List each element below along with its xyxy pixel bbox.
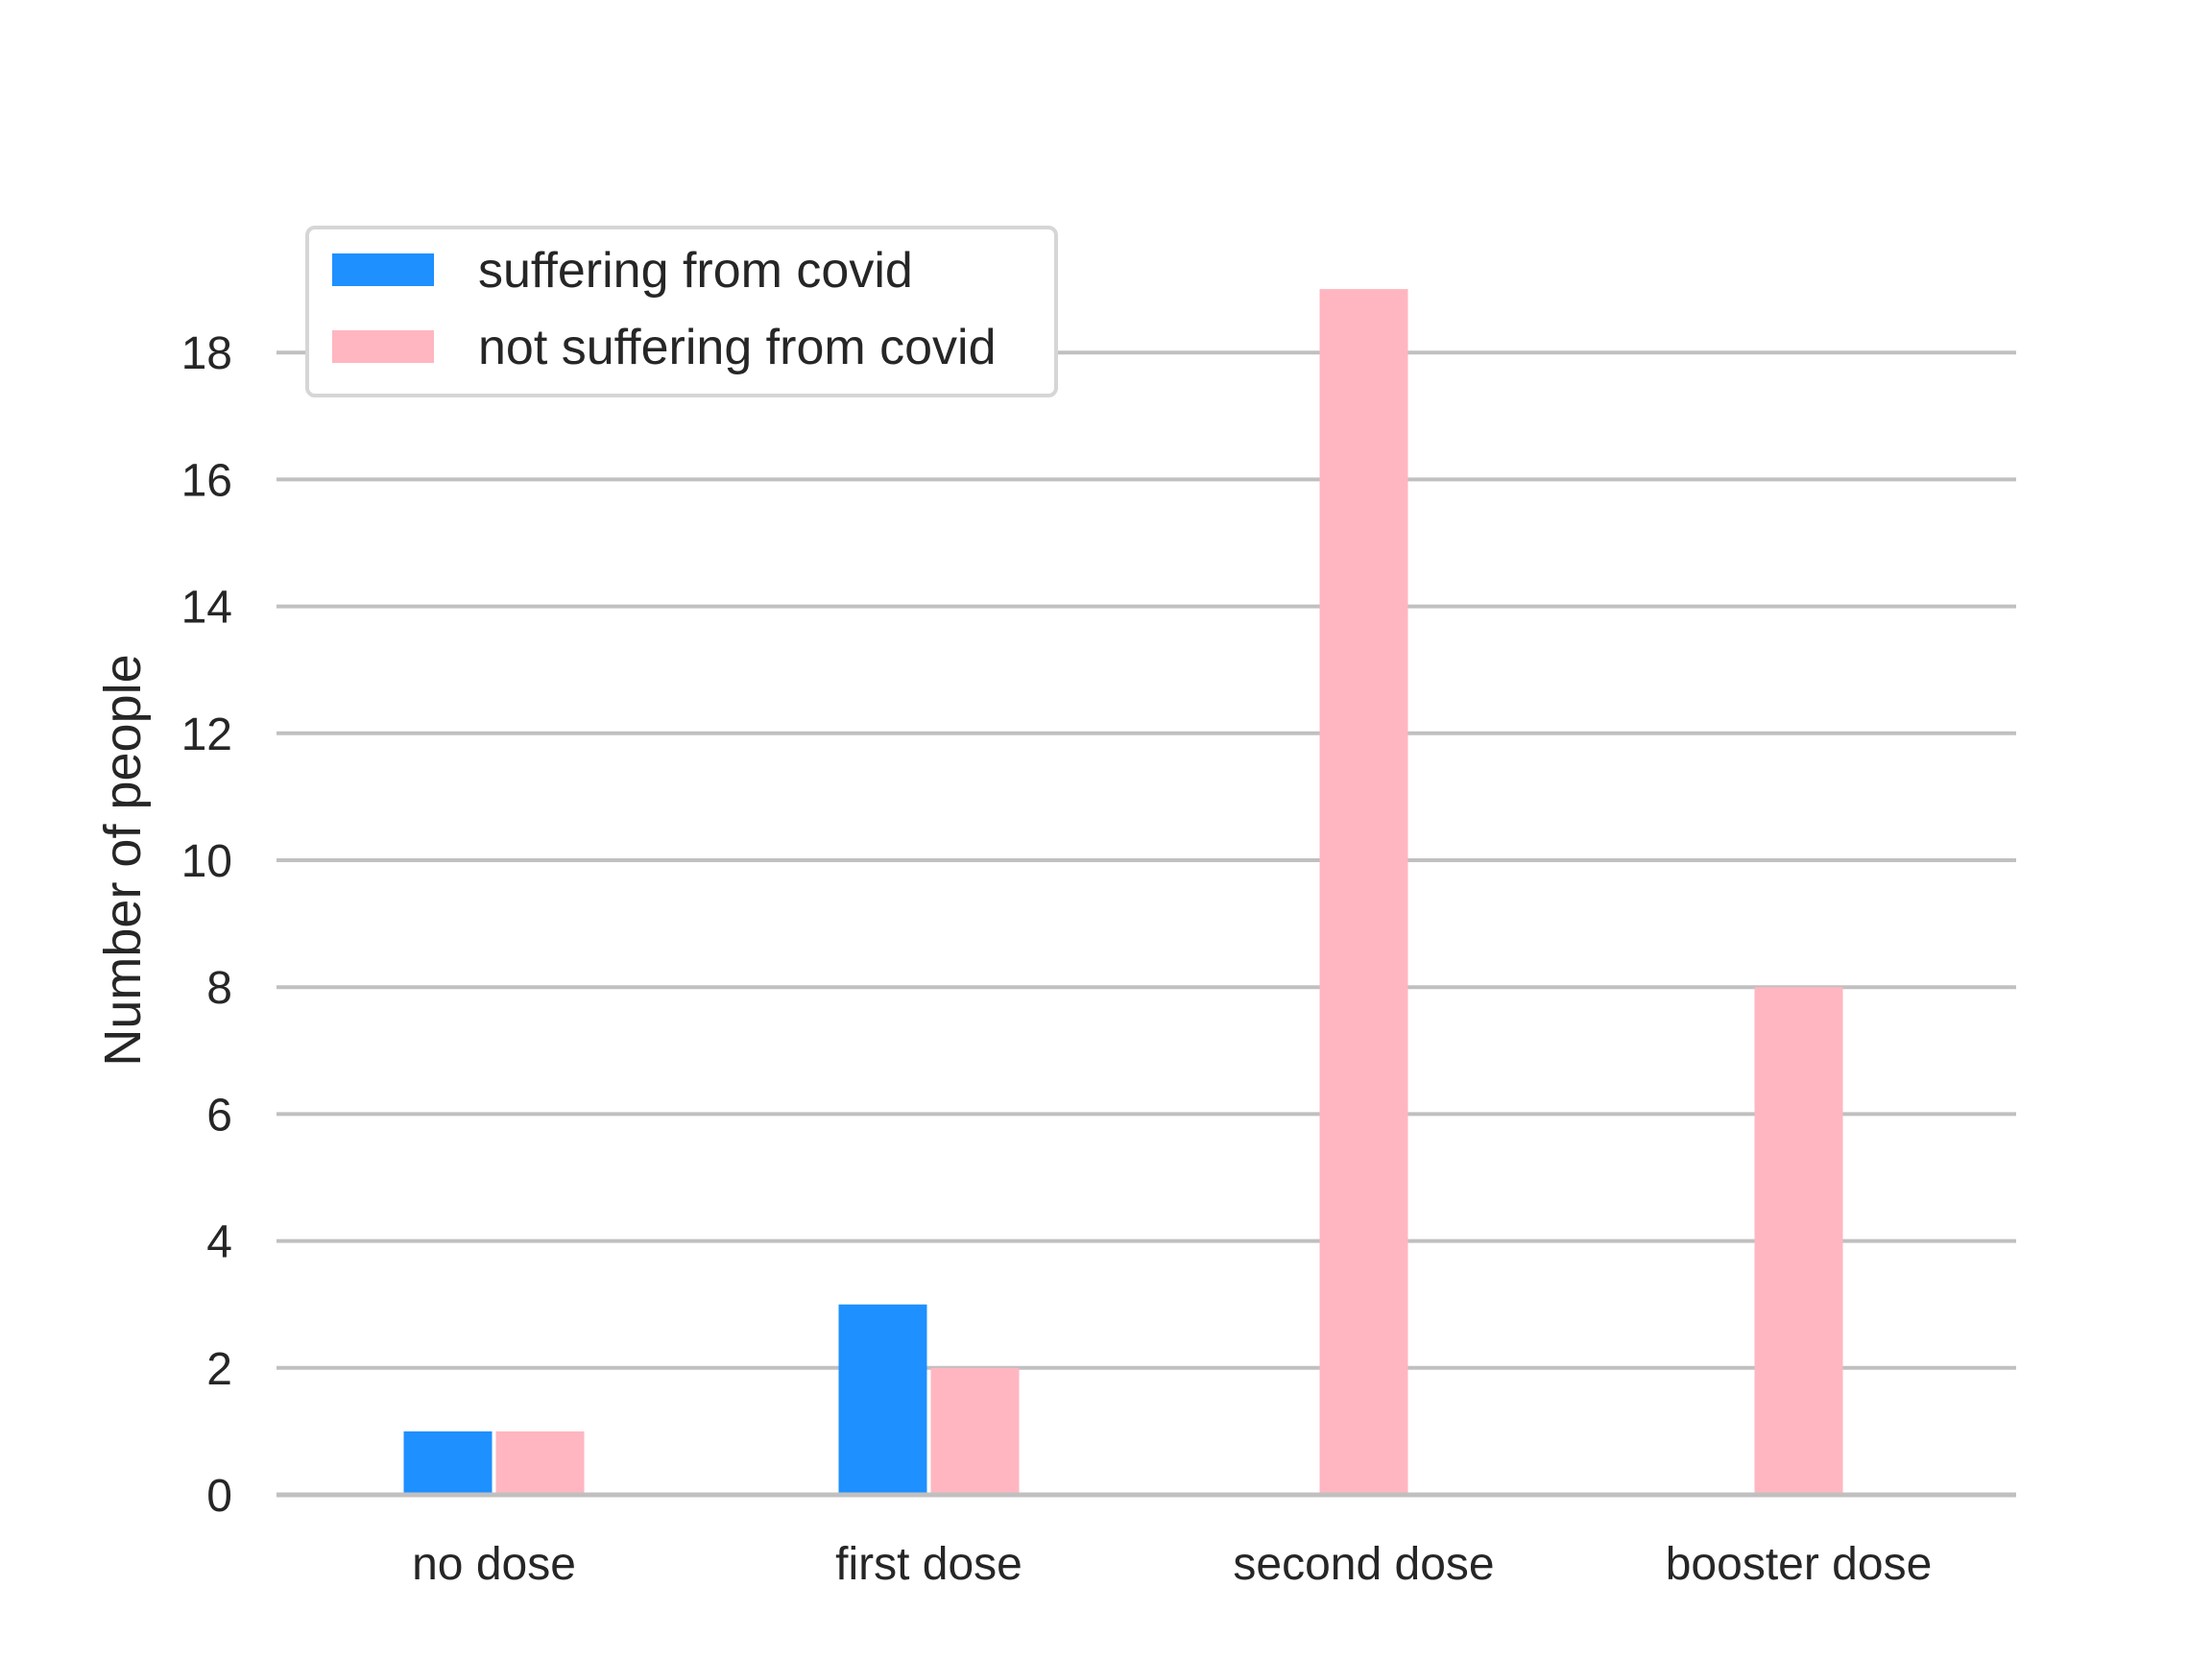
- x-tick-label-first-dose: first dose: [835, 1539, 1022, 1590]
- bar-first-dose-series-1: [838, 1304, 927, 1495]
- legend-swatch-2: [332, 330, 434, 363]
- y-tick-label-4: 4: [206, 1217, 232, 1268]
- bar-no-dose-series-2: [495, 1431, 585, 1495]
- y-tick-label-10: 10: [181, 836, 232, 887]
- bar-no-dose-series-1: [403, 1431, 493, 1495]
- y-tick-label-8: 8: [206, 963, 232, 1014]
- y-tick-label-14: 14: [181, 583, 232, 634]
- x-tick-labels: no dose first dose second dose booster dose: [412, 1539, 1932, 1590]
- y-tick-label-16: 16: [181, 455, 232, 506]
- legend-box: [305, 226, 1058, 397]
- x-tick-label-booster-dose: booster dose: [1666, 1539, 1933, 1590]
- bar-first-dose-series-2: [930, 1367, 1020, 1495]
- legend-label-1: suffering from covid: [478, 243, 913, 299]
- x-tick-label-second-dose: second dose: [1233, 1539, 1494, 1590]
- bars: [403, 289, 1843, 1496]
- y-tick-label-0: 0: [206, 1471, 232, 1522]
- y-tick-label-6: 6: [206, 1090, 232, 1141]
- y-axis-label: Number of people: [94, 654, 152, 1066]
- x-tick-label-no-dose: no dose: [412, 1539, 576, 1590]
- grid-lines: [276, 350, 2016, 1370]
- bar-second-dose-series-2: [1319, 289, 1408, 1496]
- bar-booster-dose-series-2: [1754, 987, 1843, 1495]
- y-tick-labels: 0 2 4 6 8 10 12 14 16 18: [181, 328, 232, 1522]
- legend-items: suffering from covid not suffering from c…: [332, 243, 997, 375]
- y-tick-label-2: 2: [206, 1344, 232, 1395]
- y-tick-label-12: 12: [181, 709, 232, 760]
- legend-label-2: not suffering from covid: [478, 320, 997, 375]
- legend-swatch-1: [332, 253, 434, 286]
- y-tick-label-18: 18: [181, 328, 232, 379]
- legend: suffering from covid not suffering from c…: [305, 226, 1058, 397]
